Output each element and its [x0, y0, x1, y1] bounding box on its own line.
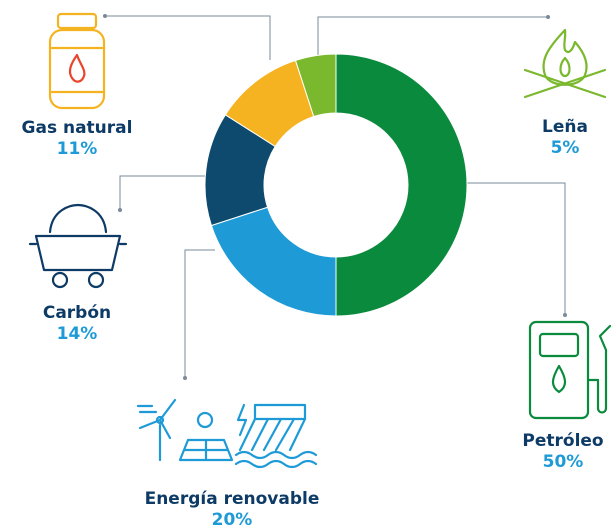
category-label: Energía renovable	[145, 489, 320, 509]
leader-lines	[103, 14, 567, 380]
slice	[294, 53, 337, 118]
gas-icon	[48, 12, 106, 110]
value-label: 5%	[551, 138, 580, 158]
value-label: 14%	[57, 324, 98, 344]
renovable-icon	[136, 398, 318, 469]
slice	[210, 206, 337, 317]
category-label: Gas natural	[22, 118, 133, 138]
petroleo-icon	[528, 320, 612, 420]
lena-icon	[523, 28, 607, 99]
category-label: Carbón	[43, 303, 111, 323]
value-label: 11%	[57, 139, 98, 159]
slice	[335, 53, 468, 317]
carbon-icon	[28, 203, 128, 289]
category-label: Leña	[542, 117, 588, 137]
value-label: 20%	[212, 510, 253, 529]
category-label: Petróleo	[522, 431, 603, 451]
value-label: 50%	[543, 452, 584, 472]
